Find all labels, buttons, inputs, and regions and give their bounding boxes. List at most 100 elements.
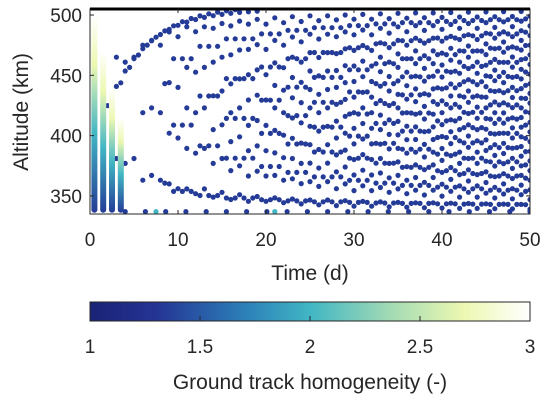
data-point xyxy=(426,74,432,80)
data-point xyxy=(232,115,238,121)
colorbar-ticks: 1 1.5 2 2.5 3 xyxy=(85,316,535,358)
data-point xyxy=(474,115,480,121)
data-point xyxy=(118,80,124,86)
data-point xyxy=(373,61,379,67)
data-point xyxy=(377,54,383,60)
data-point xyxy=(333,34,339,40)
data-point xyxy=(351,172,357,178)
data-point xyxy=(452,85,458,91)
data-point xyxy=(131,155,137,162)
data-point xyxy=(281,110,287,116)
data-point xyxy=(505,173,511,179)
data-point xyxy=(399,182,405,188)
data-point xyxy=(284,209,290,214)
data-point xyxy=(333,169,339,175)
data-point xyxy=(492,163,498,169)
data-point xyxy=(523,69,529,75)
data-point xyxy=(377,127,383,133)
data-point xyxy=(518,192,524,198)
data-point xyxy=(219,155,225,162)
data-point xyxy=(483,20,489,26)
data-point xyxy=(399,74,405,80)
data-point xyxy=(492,120,498,126)
data-point xyxy=(338,149,344,155)
data-point xyxy=(474,104,480,110)
data-point xyxy=(316,18,322,24)
data-point xyxy=(430,35,436,41)
data-point xyxy=(448,164,454,171)
data-point xyxy=(527,90,530,96)
data-point xyxy=(509,186,515,192)
data-point xyxy=(219,54,225,60)
data-point xyxy=(443,168,449,174)
data-point xyxy=(408,20,414,26)
data-point xyxy=(210,59,216,65)
data-point xyxy=(325,179,331,185)
data-point xyxy=(166,26,172,32)
data-point xyxy=(320,99,326,105)
y-ticks: 350 400 450 500 xyxy=(50,6,530,208)
data-point xyxy=(395,132,401,138)
data-point xyxy=(404,110,410,116)
data-point xyxy=(474,70,480,76)
data-point xyxy=(514,88,520,94)
data-point xyxy=(347,67,353,73)
data-point xyxy=(413,162,419,168)
data-point xyxy=(399,20,405,26)
data-point xyxy=(289,14,295,20)
data-point xyxy=(298,140,304,146)
data-point xyxy=(430,174,436,181)
data-point xyxy=(474,194,480,200)
data-point xyxy=(492,46,498,52)
data-point xyxy=(377,11,383,17)
data-point xyxy=(391,180,397,186)
data-point xyxy=(386,30,392,36)
data-point xyxy=(448,57,454,63)
data-point xyxy=(325,160,331,166)
data-point xyxy=(303,113,309,119)
data-point xyxy=(457,183,463,189)
data-point xyxy=(487,159,493,165)
data-point xyxy=(210,194,216,200)
data-point xyxy=(404,164,410,170)
data-point xyxy=(386,175,392,181)
data-point xyxy=(184,145,190,151)
data-point xyxy=(263,148,269,154)
data-point xyxy=(206,11,212,17)
data-point xyxy=(157,31,163,38)
data-point xyxy=(413,99,419,105)
data-point xyxy=(523,175,529,181)
data-point xyxy=(267,97,273,103)
data-point xyxy=(501,100,507,106)
data-point xyxy=(496,102,502,108)
data-point xyxy=(219,20,225,27)
data-point xyxy=(223,209,229,214)
data-point xyxy=(487,17,493,23)
x-ticks: 0 10 20 30 40 50 xyxy=(85,9,541,251)
data-point xyxy=(245,173,251,179)
data-point xyxy=(294,84,300,90)
data-point xyxy=(435,68,441,74)
data-point xyxy=(439,62,445,68)
data-point xyxy=(509,105,515,111)
data-point xyxy=(496,145,502,151)
data-point xyxy=(501,69,507,75)
data-point xyxy=(175,34,181,40)
data-point xyxy=(382,140,388,146)
data-point xyxy=(514,59,520,65)
data-point xyxy=(514,159,520,165)
x-axis-label: Time (d) xyxy=(271,262,348,285)
data-point xyxy=(307,13,313,19)
data-point xyxy=(395,51,401,57)
data-point xyxy=(347,23,353,29)
data-point xyxy=(149,172,155,178)
data-point xyxy=(351,16,357,22)
data-point xyxy=(351,110,357,116)
data-point xyxy=(281,200,287,206)
data-point xyxy=(509,64,515,70)
data-point xyxy=(377,112,383,118)
data-point xyxy=(501,191,507,197)
data-point xyxy=(457,25,463,31)
data-point xyxy=(439,145,445,152)
data-point xyxy=(492,88,498,94)
